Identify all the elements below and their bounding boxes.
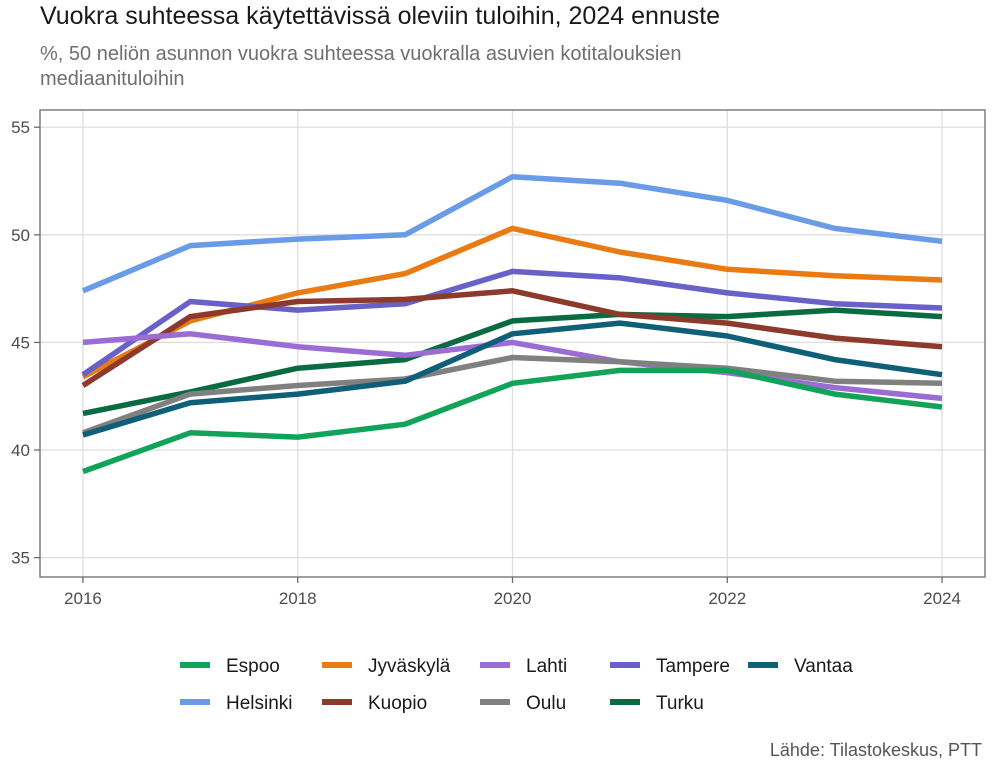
legend: Espoo Jyväskylä Lahti Tampere Vantaa Helsinki… bbox=[180, 656, 853, 714]
legend-label-lahti: Lahti bbox=[526, 656, 567, 677]
legend-label-oulu: Oulu bbox=[526, 693, 566, 714]
series-line-helsinki bbox=[81, 173, 943, 294]
axis-ticks bbox=[34, 126, 943, 583]
chart-title: Vuokra suhteessa käytettävissä oleviin t… bbox=[40, 2, 721, 30]
legend-label-kuopio: Kuopio bbox=[368, 693, 427, 714]
y-tick-label: 35 bbox=[11, 549, 30, 568]
legend-label-turku: Turku bbox=[656, 693, 704, 714]
y-tick-label: 50 bbox=[11, 226, 30, 245]
y-tick-label: 40 bbox=[11, 441, 30, 460]
axis-tick-labels: 2016 2018 2020 2022 2024 35 40 45 50 55 bbox=[11, 118, 961, 608]
x-tick-label: 2018 bbox=[279, 589, 317, 608]
y-tick-label: 55 bbox=[11, 118, 30, 137]
source-caption: Lähde: Tilastokeskus, PTT bbox=[769, 740, 982, 760]
y-tick-label: 45 bbox=[11, 333, 30, 352]
series-line-oulu bbox=[82, 354, 943, 436]
series-line-tampere bbox=[81, 268, 943, 377]
series-line-espoo bbox=[82, 367, 943, 475]
legend-label-tampere: Tampere bbox=[656, 656, 730, 677]
legend-label-helsinki: Helsinki bbox=[226, 693, 293, 714]
series-line-lahti bbox=[82, 331, 943, 402]
legend-label-jyvaskyla: Jyväskylä bbox=[368, 656, 451, 677]
series-line-kuopio bbox=[81, 288, 943, 388]
series-line-vantaa bbox=[82, 320, 943, 438]
legend-label-vantaa: Vantaa bbox=[794, 656, 853, 677]
x-tick-label: 2022 bbox=[708, 589, 746, 608]
x-tick-label: 2016 bbox=[64, 589, 102, 608]
legend-label-espoo: Espoo bbox=[226, 656, 280, 677]
series-line-turku bbox=[82, 307, 943, 417]
x-tick-label: 2020 bbox=[494, 589, 532, 608]
series-lines bbox=[81, 173, 943, 475]
chart-subtitle: %, 50 neliön asunnon vuokra suhteessa vu… bbox=[40, 43, 682, 90]
x-tick-label: 2024 bbox=[923, 589, 961, 608]
